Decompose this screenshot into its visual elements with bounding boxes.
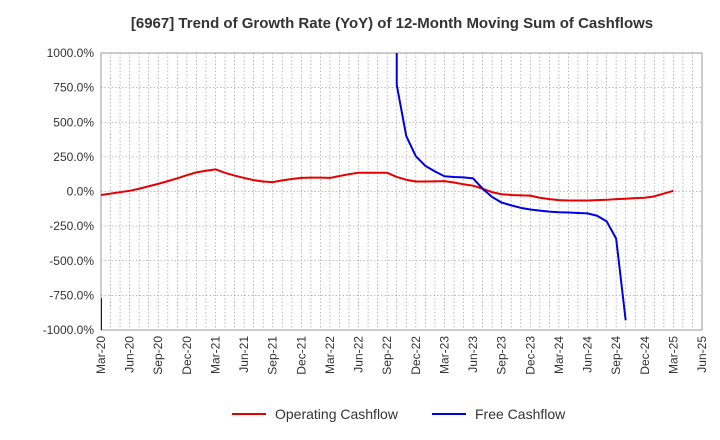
y-tick-label: 750.0% <box>53 81 94 95</box>
chart-title: [6967] Trend of Growth Rate (YoY) of 12-… <box>131 15 653 32</box>
plot-area <box>101 53 674 330</box>
x-tick-label: Sep-21 <box>266 336 280 375</box>
legend: Operating Cashflow Free Cashflow <box>232 406 566 422</box>
series-line-operating-cashflow <box>101 168 674 202</box>
legend-label-free-cashflow: Free Cashflow <box>475 406 566 422</box>
x-tick-label: Jun-24 <box>581 336 595 373</box>
x-tick-label: Mar-24 <box>552 336 566 374</box>
y-tick-label: -250.0% <box>49 219 94 233</box>
x-tick-label: Sep-24 <box>609 336 623 375</box>
x-tick-label: Jun-20 <box>123 336 137 373</box>
x-axis: Mar-20 Jun-20 Sep-20 Dec-20 Mar-21 Jun-21 Sep-… <box>94 336 709 375</box>
y-tick-label: 250.0% <box>53 150 94 164</box>
x-tick-label: Jun-23 <box>466 336 480 373</box>
y-tick-label: -500.0% <box>49 254 94 268</box>
x-tick-label: Dec-22 <box>409 336 423 375</box>
x-tick-label: Mar-22 <box>323 336 337 374</box>
x-tick-label: Sep-23 <box>495 336 509 375</box>
x-tick-label: Dec-20 <box>180 336 194 375</box>
x-tick-label: Jun-25 <box>695 336 709 373</box>
x-tick-label: Jun-21 <box>237 336 251 373</box>
y-axis: 1000.0% 750.0% 500.0% 250.0% 0.0% -250.0% -500… <box>43 46 95 337</box>
x-tick-label: Dec-21 <box>294 336 308 375</box>
plot-frame <box>100 52 703 331</box>
x-tick-label: Sep-22 <box>380 336 394 375</box>
grid-lines <box>100 52 703 331</box>
x-tick-label: Mar-20 <box>94 336 108 374</box>
y-tick-label: 1000.0% <box>47 46 95 60</box>
x-tick-label: Mar-23 <box>437 336 451 374</box>
series-line-free-cashflow <box>395 53 627 321</box>
x-tick-label: Jun-22 <box>352 336 366 373</box>
y-tick-label: 0.0% <box>67 185 95 199</box>
y-tick-label: -1000.0% <box>43 323 95 337</box>
x-tick-label: Mar-25 <box>666 336 680 374</box>
legend-label-operating-cashflow: Operating Cashflow <box>275 406 399 422</box>
y-tick-label: 500.0% <box>53 115 94 129</box>
y-tick-label: -750.0% <box>49 288 94 302</box>
x-tick-label: Sep-20 <box>151 336 165 375</box>
x-tick-label: Mar-21 <box>208 336 222 374</box>
x-tick-label: Dec-24 <box>638 336 652 375</box>
x-tick-label: Dec-23 <box>523 336 537 375</box>
